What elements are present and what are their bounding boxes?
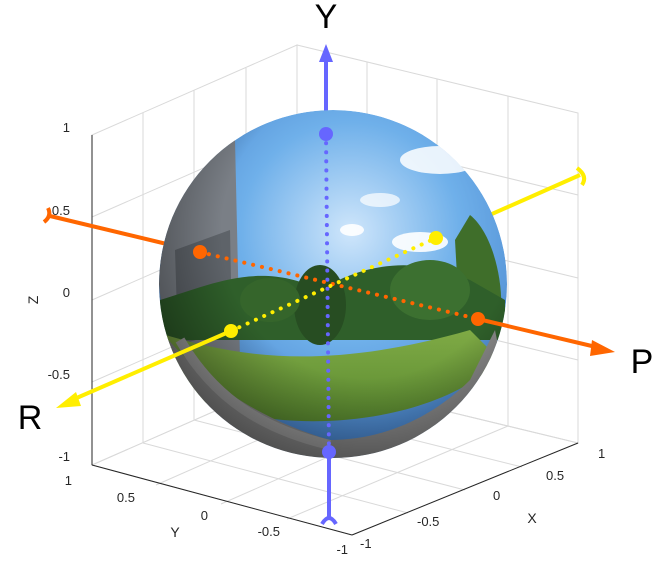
- y-tick: 0: [201, 508, 208, 523]
- rotation-axes-front: [42, 44, 615, 526]
- x-tick: 1: [598, 446, 605, 461]
- z-tick: -1: [58, 449, 70, 464]
- pitch-label: P: [631, 343, 654, 381]
- roll-label: R: [18, 399, 43, 437]
- z-tick: 0.5: [52, 203, 70, 218]
- y-axis-label: Y: [170, 524, 180, 540]
- x-axis-ticks: 1 0.5 0 -0.5 -1 X: [360, 446, 605, 551]
- z-tick: 0: [63, 285, 70, 300]
- z-axis-ticks: 1 0.5 0 -0.5 -1 Z: [25, 120, 70, 464]
- yaw-arrowhead: [319, 44, 333, 62]
- rotation-axes-dotted: [198, 132, 480, 454]
- roll-arrowhead: [56, 392, 81, 408]
- x-tick: 0.5: [546, 468, 564, 483]
- z-tick: 1: [63, 120, 70, 135]
- axis-lines: [91, 135, 579, 536]
- x-tick: 0: [493, 488, 500, 503]
- y-axis-ticks: 1 0.5 0 -0.5 -1 Y: [65, 473, 348, 557]
- z-tick: -0.5: [48, 367, 70, 382]
- x-axis-label: X: [527, 510, 537, 526]
- x-tick: -0.5: [417, 514, 439, 529]
- pitch-arrowhead: [590, 340, 615, 356]
- y-tick: 0.5: [117, 490, 135, 505]
- pitch-point-back: [193, 245, 207, 259]
- yaw-label: Y: [315, 0, 338, 36]
- z-axis-label: Z: [25, 295, 41, 304]
- yaw-point-top: [319, 127, 333, 141]
- roll-axis-front: [71, 329, 232, 402]
- y-tick: -1: [336, 542, 348, 557]
- pitch-axis-front: [477, 317, 597, 349]
- x-tick: -1: [360, 536, 372, 551]
- roll-point-back: [429, 231, 443, 245]
- y-tick: -0.5: [258, 524, 280, 539]
- y-tick: 1: [65, 473, 72, 488]
